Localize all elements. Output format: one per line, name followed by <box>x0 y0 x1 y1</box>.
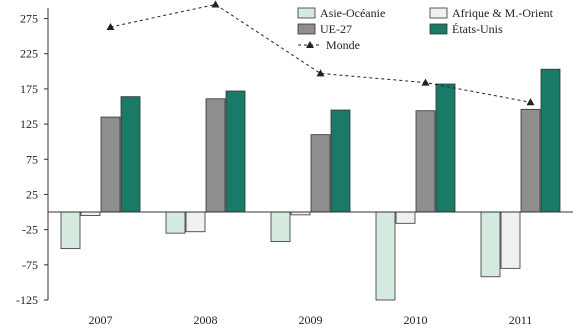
bar-afrique-m-orient-2007 <box>80 211 101 216</box>
bar-asie-oc-anie-2011 <box>480 211 501 278</box>
bar-ue-27-2011 <box>520 108 541 213</box>
line-monde <box>110 3 531 103</box>
x-tick-label: 2009 <box>299 313 323 327</box>
legend-label-asie-oc-anie: Asie-Océanie <box>320 6 385 20</box>
legend-label--tats-unis: États-Unis <box>452 22 503 36</box>
bar-ue-27-2007 <box>100 116 121 213</box>
bar--tats-unis-2010 <box>435 83 456 213</box>
bar-asie-oc-anie-2007 <box>60 211 81 250</box>
x-tick-label: 2010 <box>404 313 428 327</box>
legend-label-monde: Monde <box>326 38 360 52</box>
bar-asie-oc-anie-2009 <box>270 211 291 242</box>
bar-ue-27-2008 <box>205 98 226 213</box>
legend-swatch--tats-unis <box>429 23 448 35</box>
legend-swatch-afrique-m-orient <box>429 7 448 19</box>
bar-asie-oc-anie-2008 <box>165 211 186 234</box>
y-tick-label: 75 <box>26 152 38 166</box>
bar-afrique-m-orient-2010 <box>395 211 416 224</box>
y-tick-label: 275 <box>20 12 38 26</box>
point-monde-2010 <box>421 78 430 86</box>
bar-asie-oc-anie-2010 <box>375 211 396 301</box>
point-monde-2007 <box>106 22 115 30</box>
point-monde-2009 <box>316 69 325 77</box>
x-tick-label: 2007 <box>89 313 113 327</box>
legend-label-ue-27: UE-27 <box>320 22 352 36</box>
y-tick-label: 175 <box>20 82 38 96</box>
legend-swatch-ue-27 <box>297 23 316 35</box>
y-tick-label: 125 <box>20 117 38 131</box>
point-monde-2011 <box>526 98 535 106</box>
plot-area: 275 225 175 125 75 25 -25 -75 -125 2007 2008 2009 20… <box>16 0 573 327</box>
bar-ue-27-2009 <box>310 134 331 213</box>
y-tick-label: -125 <box>16 293 38 307</box>
bar-afrique-m-orient-2008 <box>185 211 206 233</box>
legend: Asie-Océanie Afrique & M.-Orient UE-27 État… <box>297 6 554 52</box>
legend-marker-monde <box>306 41 314 48</box>
bar--tats-unis-2009 <box>330 109 351 213</box>
y-tick-label: -25 <box>22 223 38 237</box>
bar-ue-27-2010 <box>415 110 436 213</box>
bar--tats-unis-2011 <box>540 68 561 213</box>
bar-afrique-m-orient-2011 <box>500 211 521 269</box>
legend-swatch-asie-oc-anie <box>297 7 316 19</box>
x-tick-label: 2011 <box>509 313 533 327</box>
y-tick-label: -75 <box>22 258 38 272</box>
legend-label-afrique-m-orient: Afrique & M.-Orient <box>452 6 554 20</box>
point-monde-2008 <box>211 0 220 8</box>
bar--tats-unis-2008 <box>225 90 246 213</box>
x-tick-label: 2008 <box>194 313 218 327</box>
y-tick-label: 225 <box>20 47 38 61</box>
bar--tats-unis-2007 <box>120 96 141 213</box>
y-tick-label: 25 <box>26 187 38 201</box>
